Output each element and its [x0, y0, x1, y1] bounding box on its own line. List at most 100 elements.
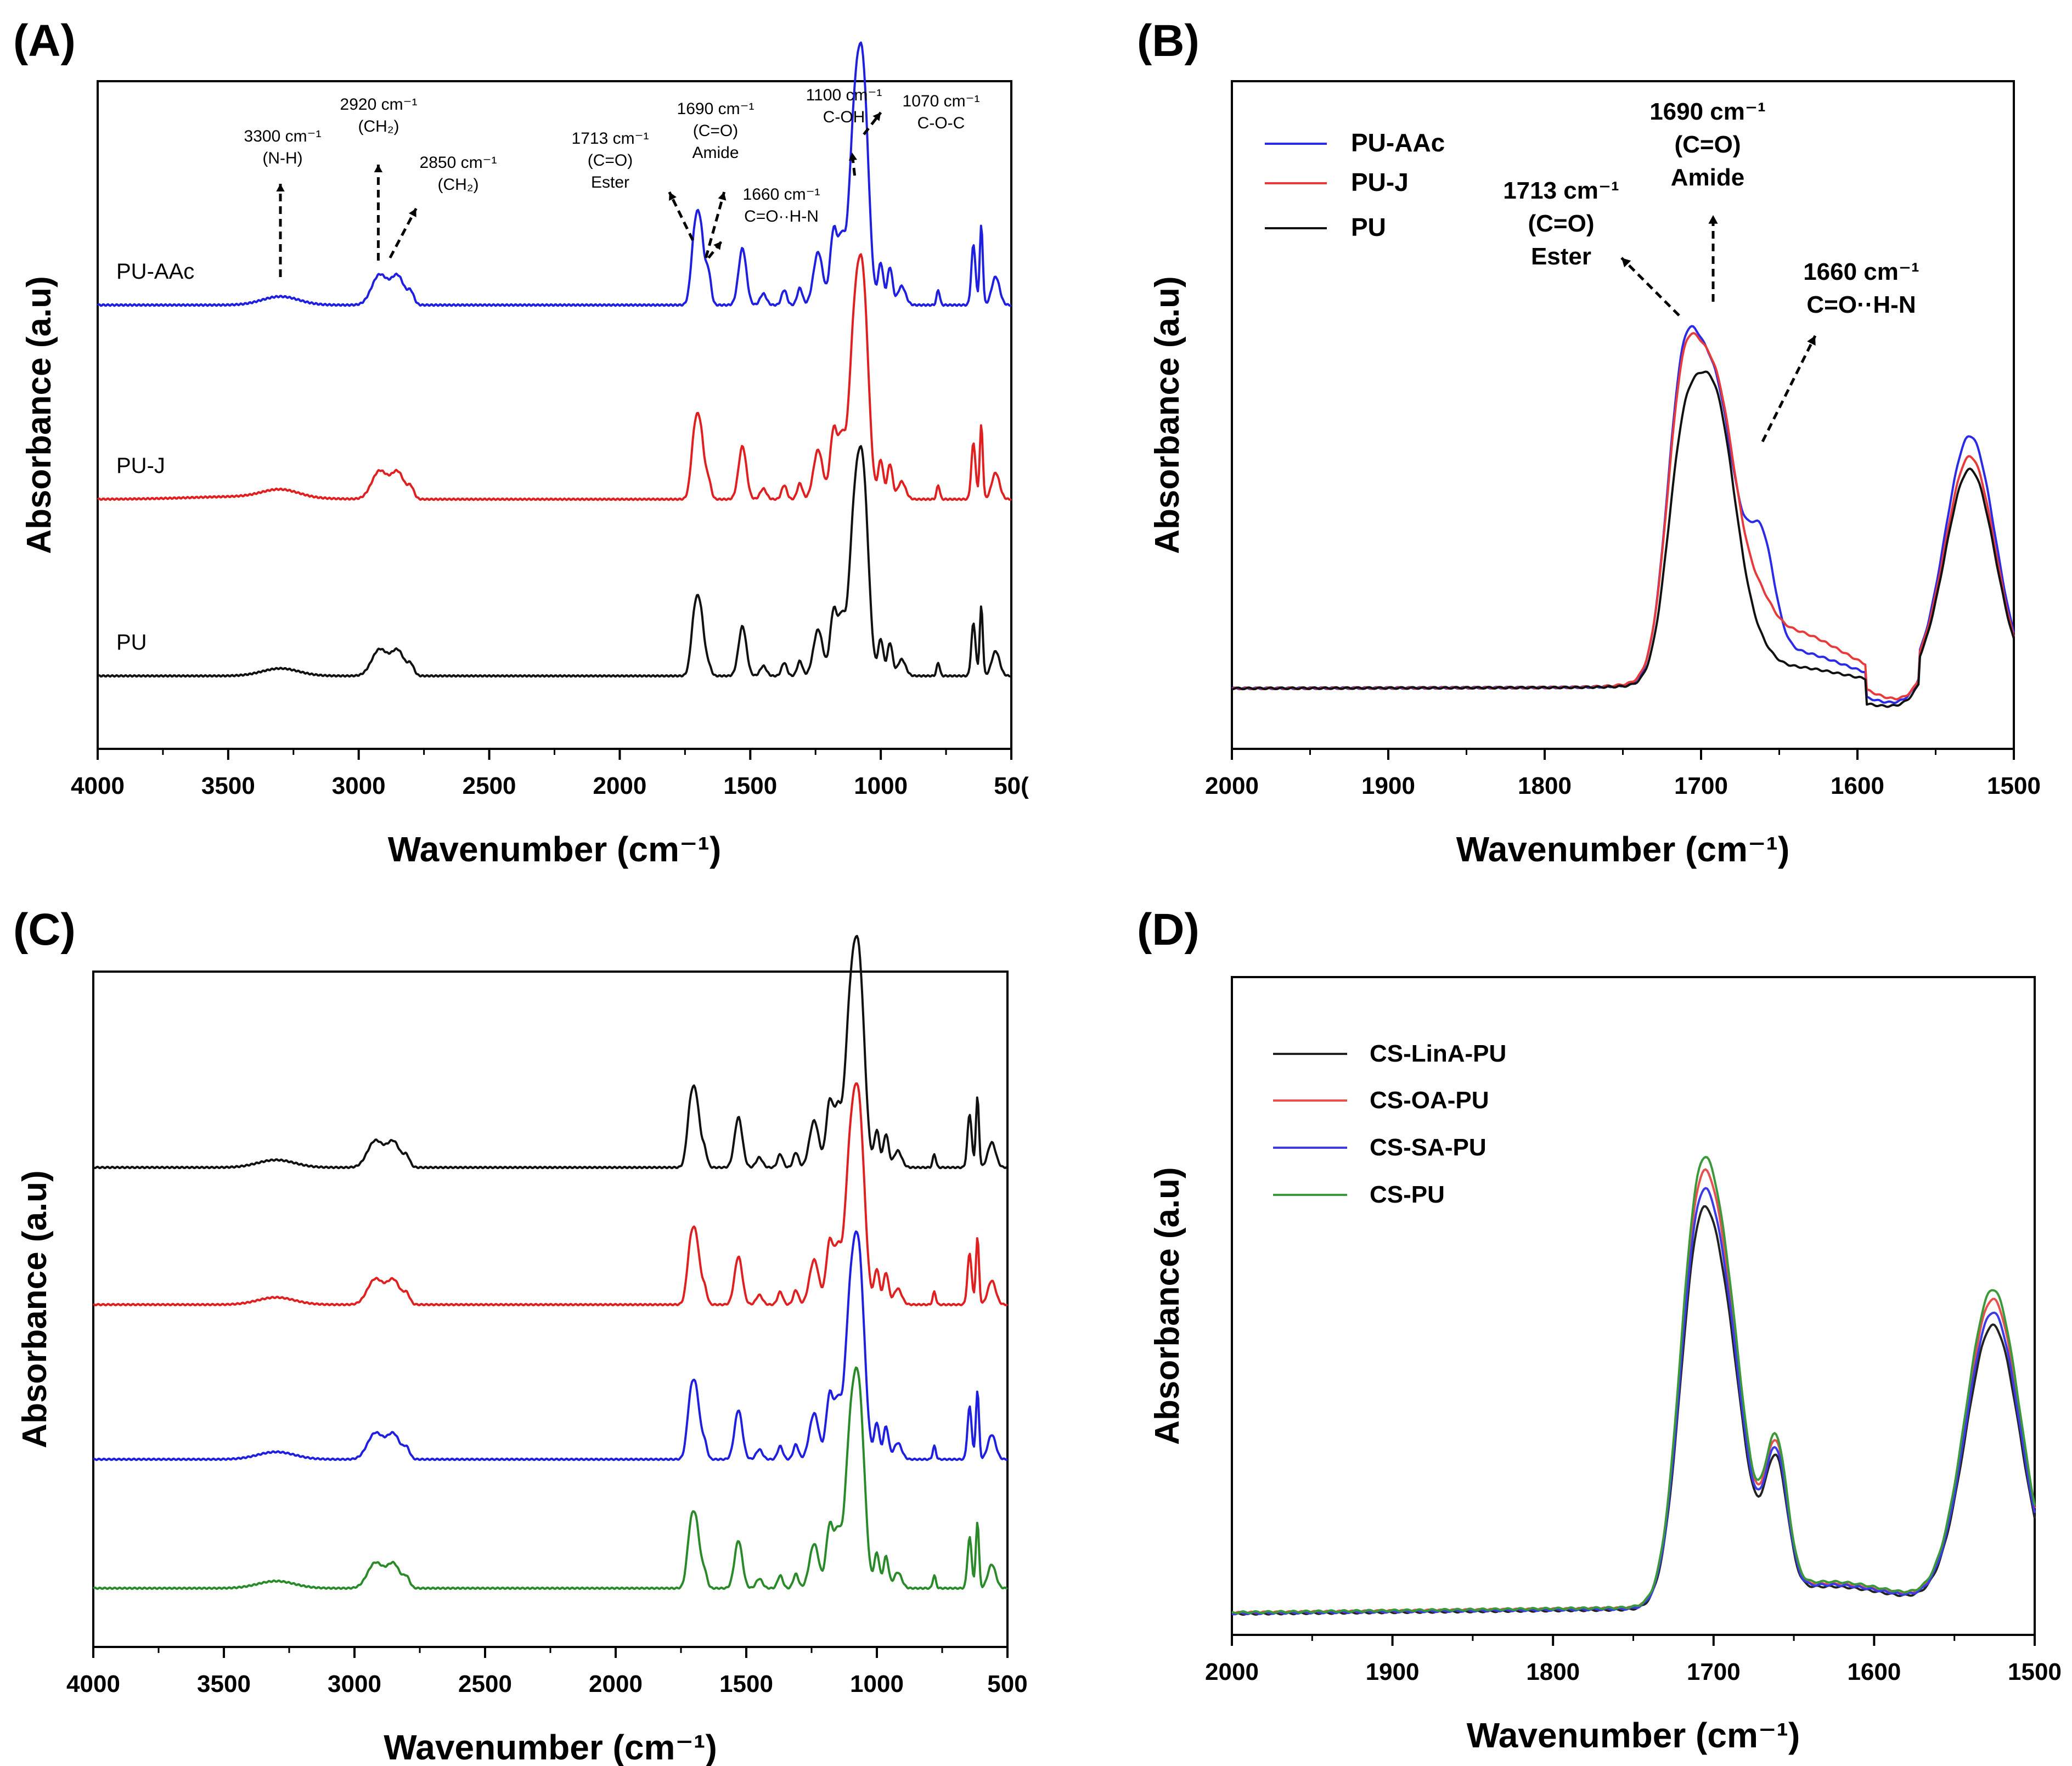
x-tick-label: 2000	[1205, 772, 1259, 799]
annotation-arrow	[863, 111, 882, 136]
x-axis-title: Wavenumber (cm⁻¹)	[1456, 830, 1790, 869]
x-tick-label: 1600	[1831, 772, 1884, 799]
x-tick-label: 2500	[458, 1671, 512, 1697]
annotation-arrow	[1620, 257, 1680, 317]
annotation-text: Amide	[692, 144, 739, 162]
annotation-arrowhead	[872, 112, 881, 121]
x-tick-label: 2000	[1205, 1658, 1259, 1685]
y-axis-title: Absorbance (a.u)	[1148, 276, 1186, 554]
annotation-text: 1690 cm⁻¹	[677, 100, 755, 118]
series-label: PU-J	[116, 454, 165, 478]
annotation-arrowhead	[1708, 215, 1718, 224]
panel-a: (A) Wavenumber (cm⁻¹) Absorbance (a.u) 4000…	[13, 16, 1029, 869]
x-tick-label: 1700	[1687, 1658, 1741, 1685]
annotation-arrow	[388, 207, 418, 259]
legend-entry: CS-OA-PU	[1370, 1087, 1489, 1114]
plot-frame	[1231, 80, 2015, 750]
x-tick-label: 50(	[994, 772, 1029, 799]
panel-label: (A)	[13, 16, 76, 66]
annotation-text: 1070 cm⁻¹	[903, 92, 980, 110]
annotation-arrowhead	[374, 165, 383, 172]
annotation-text: Amide	[1671, 164, 1744, 191]
annotation-text: 1660 cm⁻¹	[1803, 258, 1919, 285]
x-axis-title: Wavenumber (cm⁻¹)	[1467, 1716, 1800, 1755]
x-tick-label: 500	[987, 1671, 1027, 1697]
annotation-arrowhead	[1807, 336, 1816, 346]
annotation-text: (C=O)	[1528, 210, 1595, 237]
x-tick-label: 1900	[1361, 772, 1415, 799]
series-line-cs-oa-pu	[93, 1082, 1009, 1307]
annotation-text: 3300 cm⁻¹	[244, 127, 322, 145]
annotation-arrowhead	[848, 153, 857, 161]
series-line-cs-pu	[92, 1366, 1008, 1590]
series-line-cs-oa-pu	[1231, 1168, 2036, 1615]
x-tick-label: 1800	[1526, 1658, 1580, 1685]
panel-d: (D) Wavenumber (cm⁻¹) Absorbance (a.u) 2000…	[1137, 905, 2062, 1755]
annotation-text: (C=O)	[588, 151, 633, 170]
annotation-text: (C=O)	[693, 122, 739, 140]
x-tick-label: 1000	[850, 1671, 904, 1697]
annotation-text: 1713 cm⁻¹	[572, 129, 649, 148]
annotation-arrow	[705, 191, 726, 258]
x-axis-title: Wavenumber (cm⁻¹)	[388, 830, 722, 869]
series-line-cs-sa-pu	[1231, 1187, 2036, 1616]
annotation-arrowhead	[718, 192, 727, 201]
annotation-arrow	[668, 191, 694, 241]
x-tick-label: 1800	[1518, 772, 1572, 799]
series-label: PU-AAc	[116, 259, 194, 284]
annotation-text: C=O··H-N	[744, 207, 819, 225]
annotation-arrow	[1761, 335, 1817, 443]
annotation-text: (N-H)	[262, 149, 302, 167]
annotation-arrowhead	[713, 241, 722, 250]
legend-entry: CS-LinA-PU	[1370, 1040, 1506, 1067]
annotation-text: C-OH	[823, 108, 865, 126]
x-tick-label: 3500	[201, 772, 255, 799]
series-line-cs-sa-pu	[93, 1230, 1008, 1462]
legend-entry: CS-PU	[1370, 1181, 1445, 1208]
legend-entry: PU-J	[1351, 168, 1409, 196]
annotation-arrowhead	[669, 192, 677, 201]
annotation-text: 1690 cm⁻¹	[1649, 98, 1766, 125]
plot-frame	[1231, 976, 2036, 1636]
x-tick-label: 4000	[66, 1671, 120, 1697]
x-tick-label: 1600	[1847, 1658, 1901, 1685]
annotation-text: 2920 cm⁻¹	[340, 95, 418, 114]
annotation-arrowhead	[409, 208, 416, 217]
x-tick-label: 2000	[593, 772, 646, 799]
x-tick-label: 2500	[463, 772, 516, 799]
annotation-arrowhead	[1621, 258, 1631, 268]
x-axis-title: Wavenumber (cm⁻¹)	[384, 1728, 717, 1766]
annotation-text: C-O-C	[917, 114, 965, 132]
series-line-pu	[97, 445, 1012, 678]
x-tick-label: 2000	[589, 1671, 643, 1697]
panel-label: (D)	[1137, 905, 1200, 955]
series-line-pu-j	[1231, 332, 2015, 701]
x-tick-label: 1700	[1674, 772, 1728, 799]
x-tick-label: 1500	[723, 772, 777, 799]
annotation-text: C=O··H-N	[1806, 291, 1916, 318]
series-label: PU	[116, 630, 147, 655]
panel-label: (C)	[13, 905, 76, 955]
series-line-cs-pu	[1231, 1155, 2036, 1615]
series-line-cs-lina-pu	[1231, 1205, 2036, 1616]
annotation-text: 2850 cm⁻¹	[420, 154, 497, 172]
x-tick-label: 1900	[1366, 1658, 1420, 1685]
annotation-text: Ester	[1531, 243, 1591, 270]
x-tick-label: 3500	[197, 1671, 251, 1697]
legend-entry: CS-SA-PU	[1370, 1134, 1487, 1161]
annotation-text: 1100 cm⁻¹	[806, 86, 882, 104]
series-line-pu	[1231, 370, 2015, 708]
annotation-text: (C=O)	[1675, 131, 1741, 158]
annotation-text: Ester	[591, 173, 629, 191]
panel-c: (C) Wavenumber (cm⁻¹) Absorbance (a.u) 4000…	[13, 905, 1028, 1766]
series-line-pu-j	[97, 253, 1012, 501]
x-tick-label: 1500	[1987, 772, 2041, 799]
annotation-text: 1713 cm⁻¹	[1503, 177, 1619, 204]
x-tick-label: 3000	[328, 1671, 381, 1697]
panel-b: (B) Wavenumber (cm⁻¹) Absorbance (a.u) 2000…	[1137, 16, 2041, 869]
x-tick-label: 3000	[332, 772, 386, 799]
legend-entry: PU	[1351, 213, 1386, 241]
annotation-text: 1660 cm⁻¹	[743, 185, 820, 204]
series-line-cs-lina-pu	[92, 935, 1008, 1170]
